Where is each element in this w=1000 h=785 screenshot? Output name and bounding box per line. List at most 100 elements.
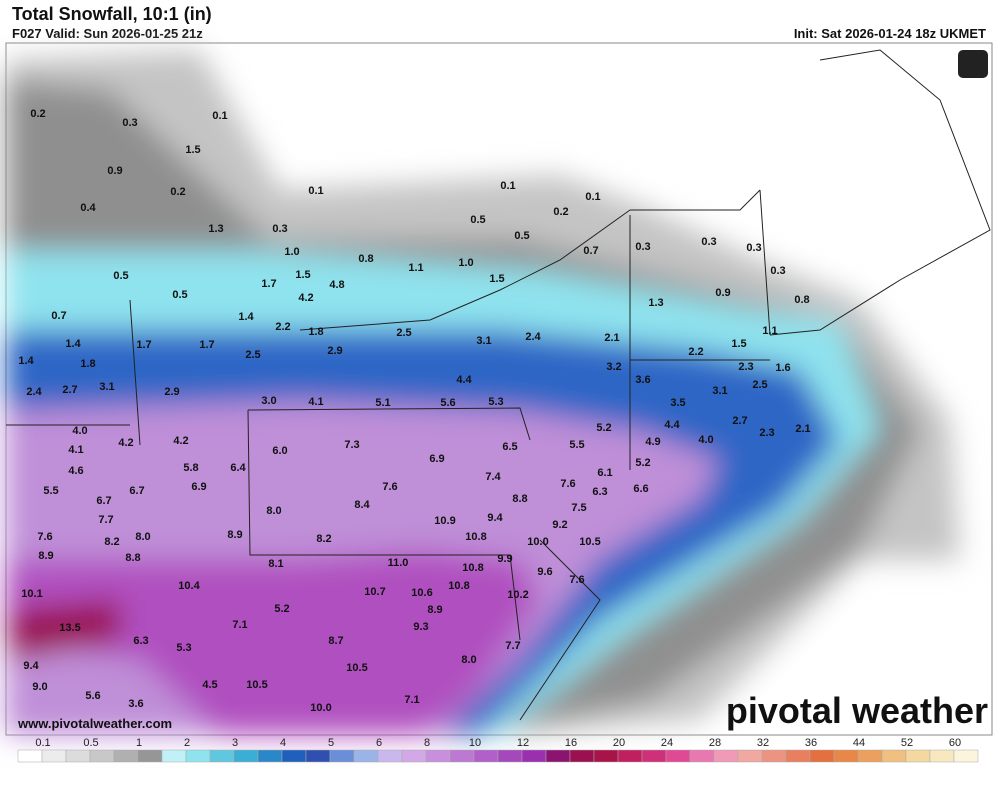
snow-amount: 8.9 bbox=[38, 550, 53, 562]
snow-amount: 0.3 bbox=[272, 223, 287, 235]
snow-amount: 9.4 bbox=[23, 660, 39, 672]
snow-amount: 10.0 bbox=[310, 702, 331, 714]
colorbar-swatch bbox=[545, 749, 571, 763]
colorbar-swatch bbox=[377, 749, 403, 763]
colorbar-swatch bbox=[665, 749, 691, 763]
colorbar-swatch bbox=[17, 749, 43, 763]
snow-amount: 9.3 bbox=[413, 621, 428, 633]
snow-amount: 4.0 bbox=[72, 425, 87, 437]
colorbar-label: 28 bbox=[709, 737, 721, 749]
snow-amount: 8.9 bbox=[427, 604, 442, 616]
snow-amount: 3.1 bbox=[99, 381, 114, 393]
init-time: Init: Sat 2026-01-24 18z UKMET bbox=[793, 26, 986, 41]
snow-amount: 6.7 bbox=[96, 495, 111, 507]
snow-amount: 8.0 bbox=[461, 654, 476, 666]
snow-amount: 10.5 bbox=[346, 662, 367, 674]
watermark: www.pivotalweather.com bbox=[18, 716, 173, 731]
snow-amount: 3.1 bbox=[476, 335, 491, 347]
snow-amount: 8.7 bbox=[328, 635, 343, 647]
snow-amount: 7.3 bbox=[344, 439, 359, 451]
snow-amount: 5.2 bbox=[596, 422, 611, 434]
snow-amount: 0.8 bbox=[794, 294, 809, 306]
snow-amount: 1.5 bbox=[731, 338, 746, 350]
snow-amount: 5.1 bbox=[375, 397, 390, 409]
colorbar-swatch bbox=[353, 749, 379, 763]
snow-amount: 6.0 bbox=[272, 445, 287, 457]
snow-amount: 10.9 bbox=[434, 515, 455, 527]
snow-amount: 4.4 bbox=[664, 419, 680, 431]
snow-amount: 0.3 bbox=[122, 117, 137, 129]
colorbar-swatch bbox=[737, 749, 763, 763]
colorbar-label: 5 bbox=[328, 737, 334, 749]
snow-amount: 2.5 bbox=[396, 327, 411, 339]
snow-amount: 5.5 bbox=[569, 439, 584, 451]
snow-amount: 1.7 bbox=[136, 339, 151, 351]
snow-amount: 1.1 bbox=[762, 325, 777, 337]
colorbar-swatch bbox=[113, 749, 139, 763]
colorbar-label: 0.1 bbox=[35, 737, 50, 749]
snow-amount: 4.2 bbox=[173, 435, 188, 447]
snow-amount: 0.2 bbox=[30, 108, 45, 120]
snow-amount: 3.5 bbox=[670, 397, 685, 409]
colorbar-swatch bbox=[281, 749, 307, 763]
colorbar-swatch bbox=[161, 749, 187, 763]
snow-amount: 2.4 bbox=[26, 386, 42, 398]
snow-amount: 9.9 bbox=[497, 553, 512, 565]
snow-amount: 0.9 bbox=[107, 165, 122, 177]
snow-amount: 4.0 bbox=[698, 434, 713, 446]
snow-amount: 7.7 bbox=[98, 514, 113, 526]
snow-amount: 6.9 bbox=[191, 481, 206, 493]
valid-time: F027 Valid: Sun 2026-01-25 21z bbox=[12, 26, 203, 41]
snow-amount: 0.7 bbox=[51, 310, 66, 322]
snow-amount: 10.1 bbox=[21, 588, 42, 600]
snow-amount: 9.2 bbox=[552, 519, 567, 531]
state-borders bbox=[6, 49, 991, 721]
share-button[interactable] bbox=[958, 50, 988, 78]
snow-amount: 4.1 bbox=[68, 444, 83, 456]
snow-amount: 1.7 bbox=[199, 339, 214, 351]
snow-amount: 0.7 bbox=[583, 245, 598, 257]
colorbar-swatch bbox=[953, 749, 979, 763]
colorbar-swatch bbox=[233, 749, 259, 763]
snow-amount: 5.3 bbox=[488, 396, 503, 408]
snow-amount: 4.8 bbox=[329, 279, 344, 291]
snow-amount: 5.6 bbox=[85, 690, 100, 702]
snow-amount: 10.8 bbox=[465, 531, 486, 543]
snow-amount: 1.5 bbox=[185, 144, 200, 156]
colorbar-label: 1 bbox=[136, 737, 142, 749]
snow-amount: 0.2 bbox=[170, 186, 185, 198]
colorbar-label: 2 bbox=[184, 737, 190, 749]
snow-amount: 0.1 bbox=[308, 185, 323, 197]
snow-amount: 5.2 bbox=[635, 457, 650, 469]
snow-amount: 0.1 bbox=[212, 110, 227, 122]
snow-amount: 5.3 bbox=[176, 642, 191, 654]
colorbar-swatch bbox=[521, 749, 547, 763]
colorbar-label: 24 bbox=[661, 737, 673, 749]
snow-amount: 2.7 bbox=[62, 384, 77, 396]
snow-amount: 0.3 bbox=[770, 265, 785, 277]
colorbar-swatch bbox=[641, 749, 667, 763]
snow-amount: 10.5 bbox=[579, 536, 600, 548]
snow-amount: 10.8 bbox=[462, 562, 483, 574]
snow-amount: 7.6 bbox=[37, 531, 52, 543]
snow-amount: 9.0 bbox=[32, 681, 47, 693]
snow-amount: 7.6 bbox=[569, 574, 584, 586]
snow-amount: 2.5 bbox=[245, 349, 260, 361]
colorbar-swatch bbox=[689, 749, 715, 763]
colorbar-swatch bbox=[305, 749, 331, 763]
snow-amount: 2.2 bbox=[275, 321, 290, 333]
colorbar-swatch bbox=[185, 749, 211, 763]
colorbar-label: 60 bbox=[949, 737, 961, 749]
snow-amount: 1.1 bbox=[408, 262, 423, 274]
colorbar-label: 32 bbox=[757, 737, 769, 749]
snow-amount: 6.5 bbox=[502, 441, 517, 453]
snow-amount: 3.6 bbox=[635, 374, 650, 386]
colorbar-swatch bbox=[329, 749, 355, 763]
snow-amount: 5.2 bbox=[274, 603, 289, 615]
snow-amount: 0.1 bbox=[585, 191, 600, 203]
snow-amount: 1.6 bbox=[775, 362, 790, 374]
snow-amount: 0.9 bbox=[715, 287, 730, 299]
snow-amount: 0.3 bbox=[746, 242, 761, 254]
colorbar-swatch bbox=[569, 749, 595, 763]
